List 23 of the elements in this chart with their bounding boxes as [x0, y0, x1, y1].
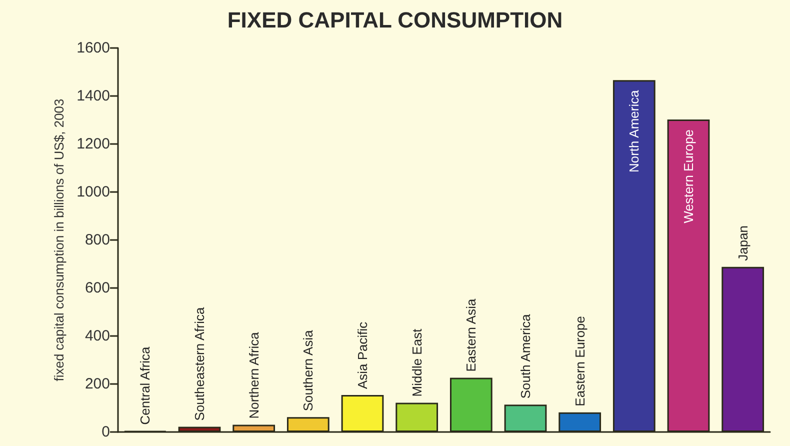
- y-tick-label: 200: [84, 376, 110, 392]
- x-tick-label: South America: [518, 313, 533, 399]
- y-tick-label: 1000: [76, 184, 110, 200]
- chart-title: FIXED CAPITAL CONSUMPTION: [227, 8, 563, 32]
- x-tick-label: Southern Asia: [300, 329, 316, 412]
- y-tick-label: 1400: [76, 88, 110, 104]
- x-tick-label: Japan: [735, 225, 750, 261]
- x-tick-label: Central Africa: [138, 346, 153, 425]
- x-tick-label: North America: [626, 89, 642, 173]
- x-tick-label: Southeastern Africa: [192, 306, 207, 421]
- x-tick-label: Eastern Asia: [464, 298, 479, 372]
- x-tick-label: Asia Pacific: [355, 321, 370, 390]
- x-tick-label: Middle East: [409, 328, 424, 397]
- y-tick-label: 600: [84, 280, 110, 296]
- y-tick-label: 1200: [76, 136, 110, 152]
- x-tick-label: Western Europe: [681, 130, 696, 224]
- x-tick-label: Eastern Europe: [572, 316, 588, 406]
- y-tick-label: 1600: [76, 40, 110, 56]
- y-tick-label: 400: [84, 328, 110, 344]
- y-tick-label: 800: [84, 232, 110, 248]
- y-axis-title: fixed capital consumption in billions of US$, 2003: [52, 98, 67, 382]
- y-tick-label: 0: [102, 424, 110, 440]
- x-tick-label: Northern Africa: [246, 331, 262, 419]
